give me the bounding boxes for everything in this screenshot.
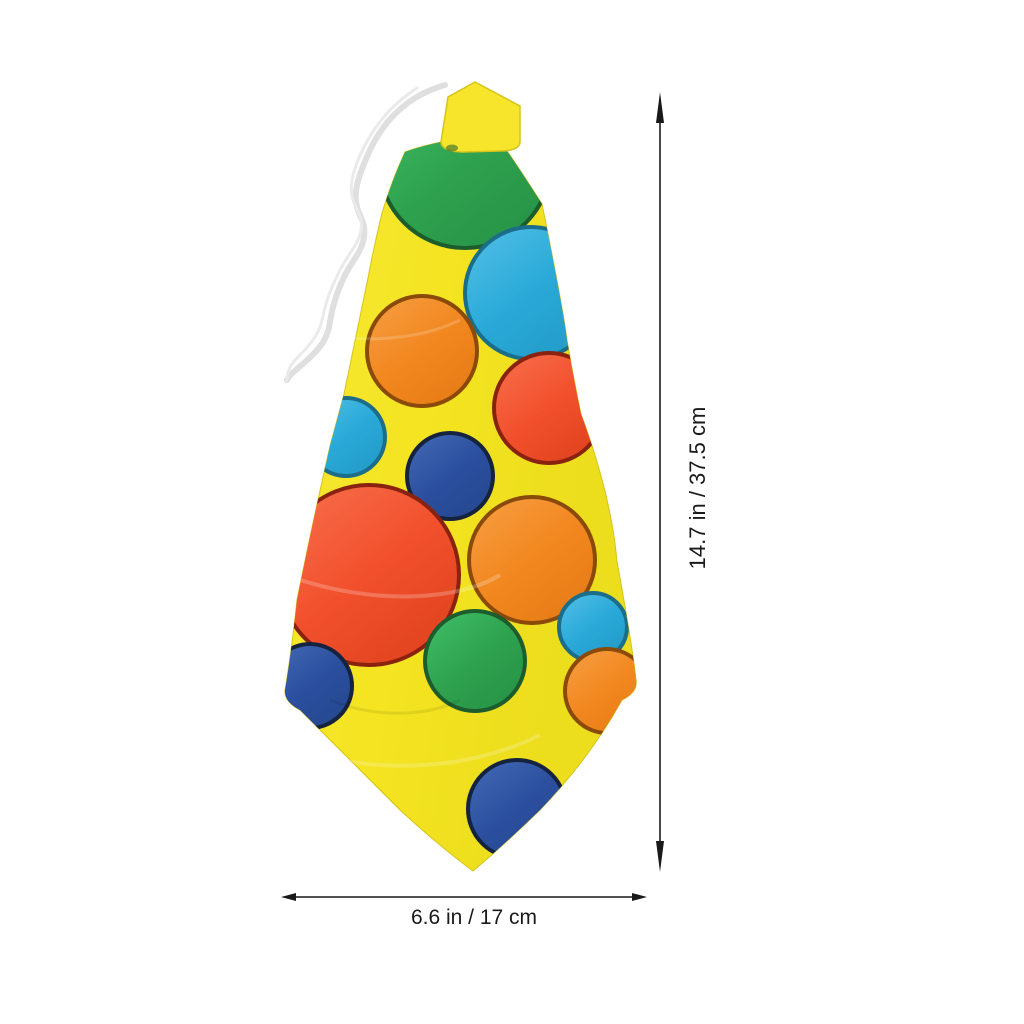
svg-text:14.7 in / 37.5 cm: 14.7 in / 37.5 cm <box>685 407 710 570</box>
svg-text:6.6 in / 17 cm: 6.6 in / 17 cm <box>411 906 537 929</box>
